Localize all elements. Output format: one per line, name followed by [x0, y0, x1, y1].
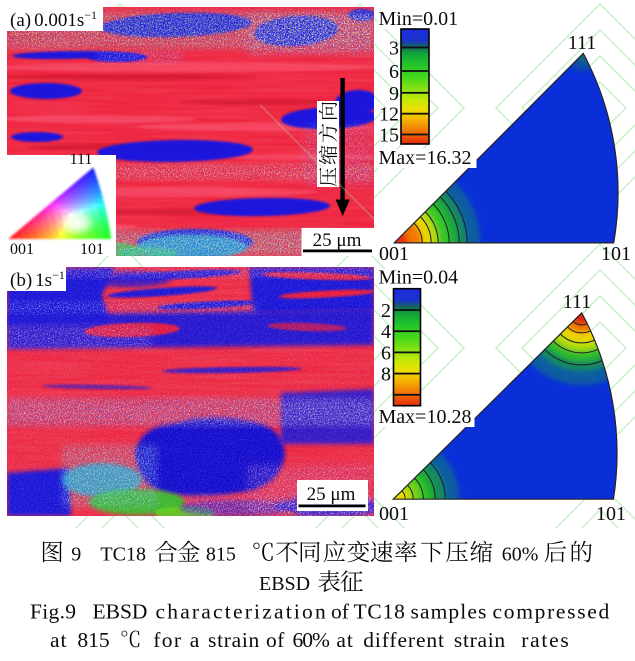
svg-text:Max=10.28: Max=10.28: [379, 406, 472, 428]
svg-text:25 μm: 25 μm: [313, 230, 362, 251]
svg-text:samples: samples: [411, 600, 488, 624]
svg-text:6: 6: [381, 342, 391, 364]
svg-text:of: of: [331, 600, 350, 624]
svg-text:compressed: compressed: [493, 600, 612, 624]
svg-text:for: for: [153, 628, 182, 652]
svg-text:Fig.9: Fig.9: [30, 600, 76, 624]
svg-text:2: 2: [381, 300, 391, 322]
svg-text:EBSD: EBSD: [93, 600, 148, 624]
svg-text:Min=0.04: Min=0.04: [379, 267, 459, 289]
svg-text:12: 12: [379, 104, 399, 126]
svg-text:15: 15: [379, 125, 399, 147]
svg-text:Max=16.32: Max=16.32: [379, 147, 472, 169]
svg-text:101: 101: [601, 243, 631, 265]
svg-text:EBSD: EBSD: [259, 573, 310, 595]
svg-text:101: 101: [596, 503, 626, 525]
svg-text:at: at: [50, 628, 67, 652]
svg-text:001: 001: [10, 241, 34, 258]
svg-text:3: 3: [389, 38, 399, 60]
svg-text:001: 001: [379, 243, 409, 265]
svg-text:4: 4: [381, 321, 391, 343]
svg-text:101: 101: [80, 241, 104, 258]
svg-text:TC18: TC18: [354, 600, 406, 624]
svg-text:strain: strain: [454, 628, 506, 652]
svg-text:(b)1s−1: (b) 1s−1: [10, 268, 65, 291]
svg-text:9: 9: [71, 544, 81, 566]
svg-text:of: of: [266, 628, 285, 652]
svg-text:815: 815: [206, 544, 236, 566]
svg-text:111: 111: [568, 32, 597, 54]
svg-text:60%: 60%: [502, 544, 539, 566]
svg-text:rates: rates: [521, 628, 570, 652]
svg-text:6: 6: [389, 61, 399, 83]
svg-text:001: 001: [379, 503, 409, 525]
svg-text:at: at: [336, 628, 353, 652]
svg-text:Min=0.01: Min=0.01: [379, 8, 459, 30]
svg-text:a: a: [190, 628, 200, 652]
svg-text:TC18: TC18: [100, 544, 146, 566]
svg-text:25 μm: 25 μm: [307, 484, 356, 505]
svg-text:9: 9: [389, 83, 399, 105]
svg-text:8: 8: [381, 364, 391, 386]
svg-text:111: 111: [70, 151, 93, 168]
svg-text:815: 815: [77, 628, 109, 652]
svg-text:characterization: characterization: [156, 600, 328, 624]
svg-text:different: different: [363, 628, 445, 652]
svg-text:strain: strain: [208, 628, 260, 652]
svg-text:111: 111: [563, 291, 592, 313]
svg-text:60%: 60%: [293, 628, 331, 652]
